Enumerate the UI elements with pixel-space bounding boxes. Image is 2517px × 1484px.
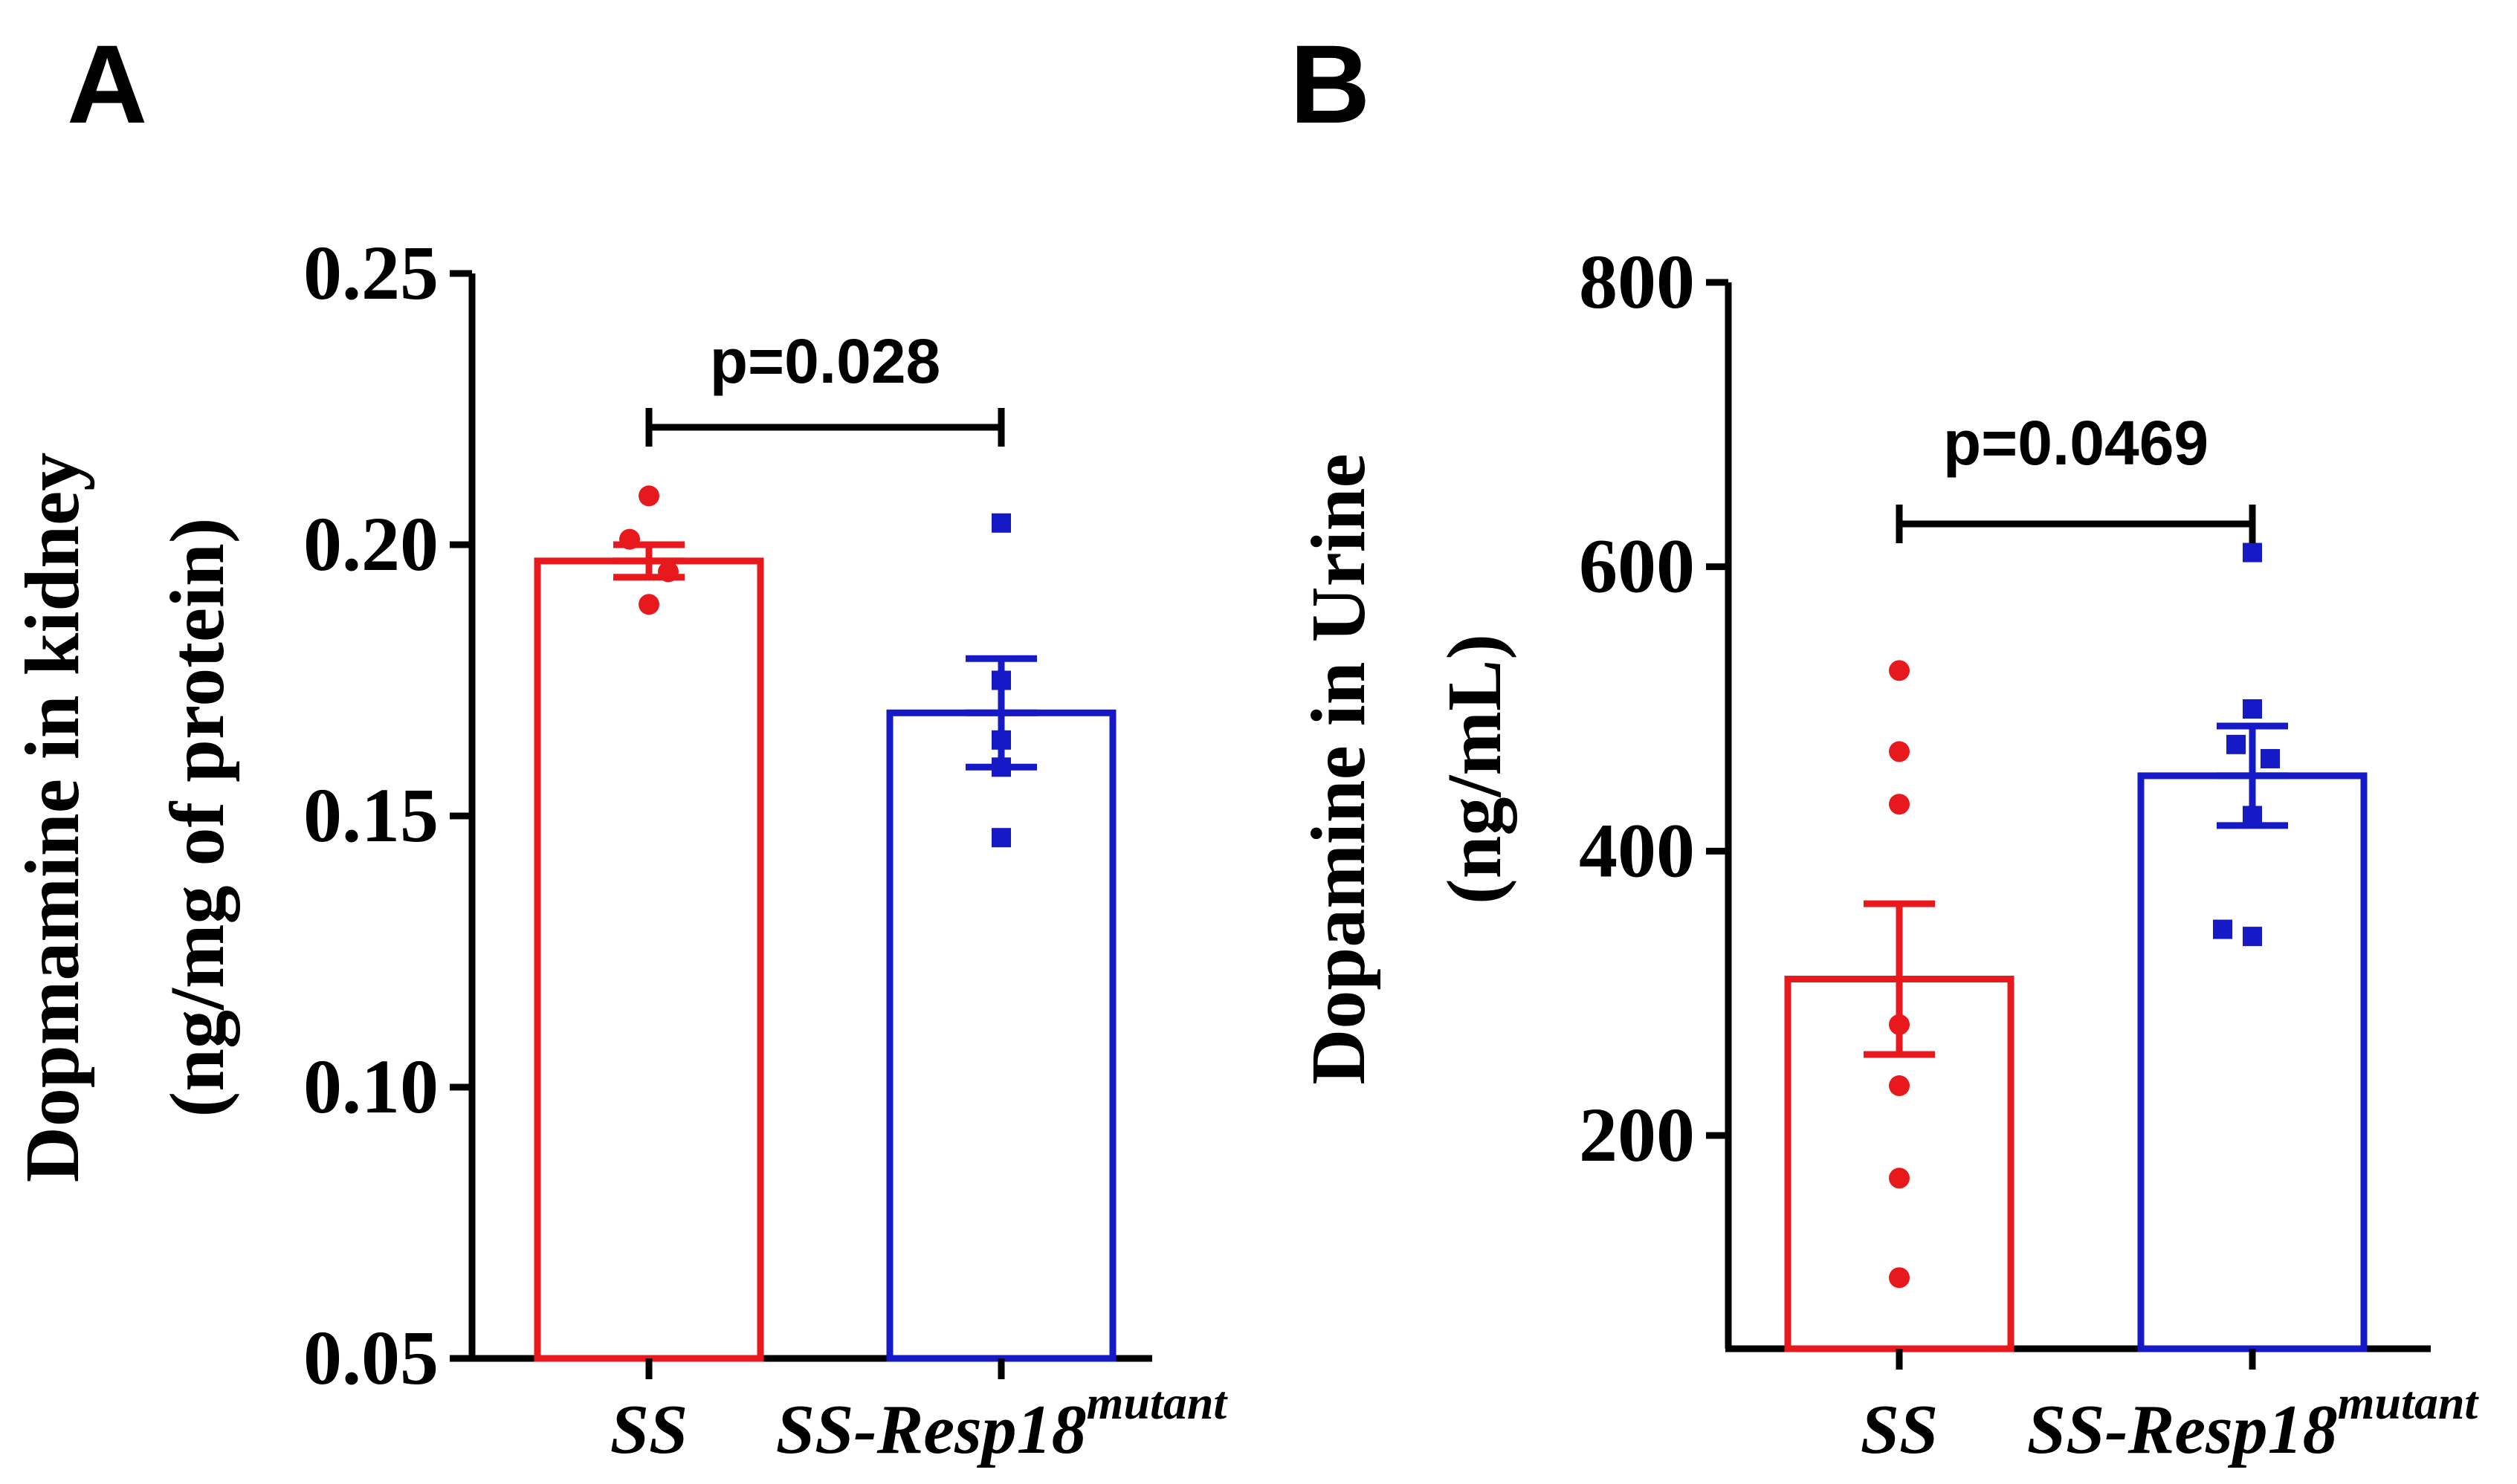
p-value-label: p=0.028 — [710, 326, 941, 396]
data-point — [992, 730, 1011, 750]
y-tick-label: 0.25 — [303, 230, 439, 316]
y-tick-label: 0.15 — [303, 773, 439, 858]
y-axis-label: Dopamine in Urine — [1296, 453, 1381, 1084]
data-point — [2243, 927, 2262, 947]
bar — [534, 557, 764, 1362]
y-tick-label: 0.05 — [303, 1315, 439, 1401]
y-tick-label: 200 — [1579, 1092, 1695, 1178]
data-point — [619, 528, 640, 550]
x-tick-label: SS-Resp18mutant — [776, 1376, 1229, 1468]
data-point — [992, 757, 1011, 777]
y-tick-label: 600 — [1579, 524, 1695, 609]
data-point — [2213, 919, 2232, 939]
y-tick-label: 0.10 — [303, 1044, 439, 1130]
data-point — [658, 561, 679, 583]
data-point — [639, 594, 659, 615]
panel-letter: A — [67, 22, 147, 146]
data-point — [992, 670, 1011, 690]
y-tick-label: 800 — [1579, 239, 1695, 325]
data-point — [2243, 542, 2262, 563]
data-point — [639, 485, 659, 507]
data-point — [2226, 734, 2246, 754]
bar — [886, 709, 1117, 1362]
data-point — [2243, 699, 2262, 719]
data-point — [1889, 660, 1910, 681]
x-tick-label: SS — [610, 1391, 688, 1468]
x-tick-label: SS — [1861, 1391, 1939, 1468]
y-tick-label: 0.20 — [303, 502, 439, 587]
p-value-label: p=0.0469 — [1943, 408, 2209, 478]
y-axis-label: Dopmamine in kidney — [10, 453, 95, 1182]
data-point — [1889, 1167, 1910, 1189]
y-tick-label: 400 — [1579, 808, 1695, 893]
data-point — [2243, 806, 2262, 826]
y-axis-label: (ng/mL) — [1432, 634, 1517, 904]
bar — [2137, 772, 2368, 1352]
data-point — [2261, 748, 2280, 768]
x-tick-label: SS-Resp18mutant — [2027, 1376, 2480, 1468]
data-point — [992, 513, 1011, 533]
panel-a: A 0.05 0.10 0.15 0.20 0.25 Dopmamine in kidney… — [10, 22, 1228, 1468]
panel-letter: B — [1290, 22, 1370, 146]
y-axis-label: (ng/mg of protein) — [155, 518, 240, 1118]
data-point — [1889, 1014, 1910, 1035]
data-point — [1889, 1267, 1910, 1289]
data-point — [1889, 741, 1910, 762]
data-point — [1889, 794, 1910, 815]
data-point — [992, 828, 1011, 848]
data-point — [1889, 1075, 1910, 1097]
panel-b: B 200 400 600 800 Dopamine in Urine (ng/mL) SS S… — [1290, 22, 2479, 1468]
